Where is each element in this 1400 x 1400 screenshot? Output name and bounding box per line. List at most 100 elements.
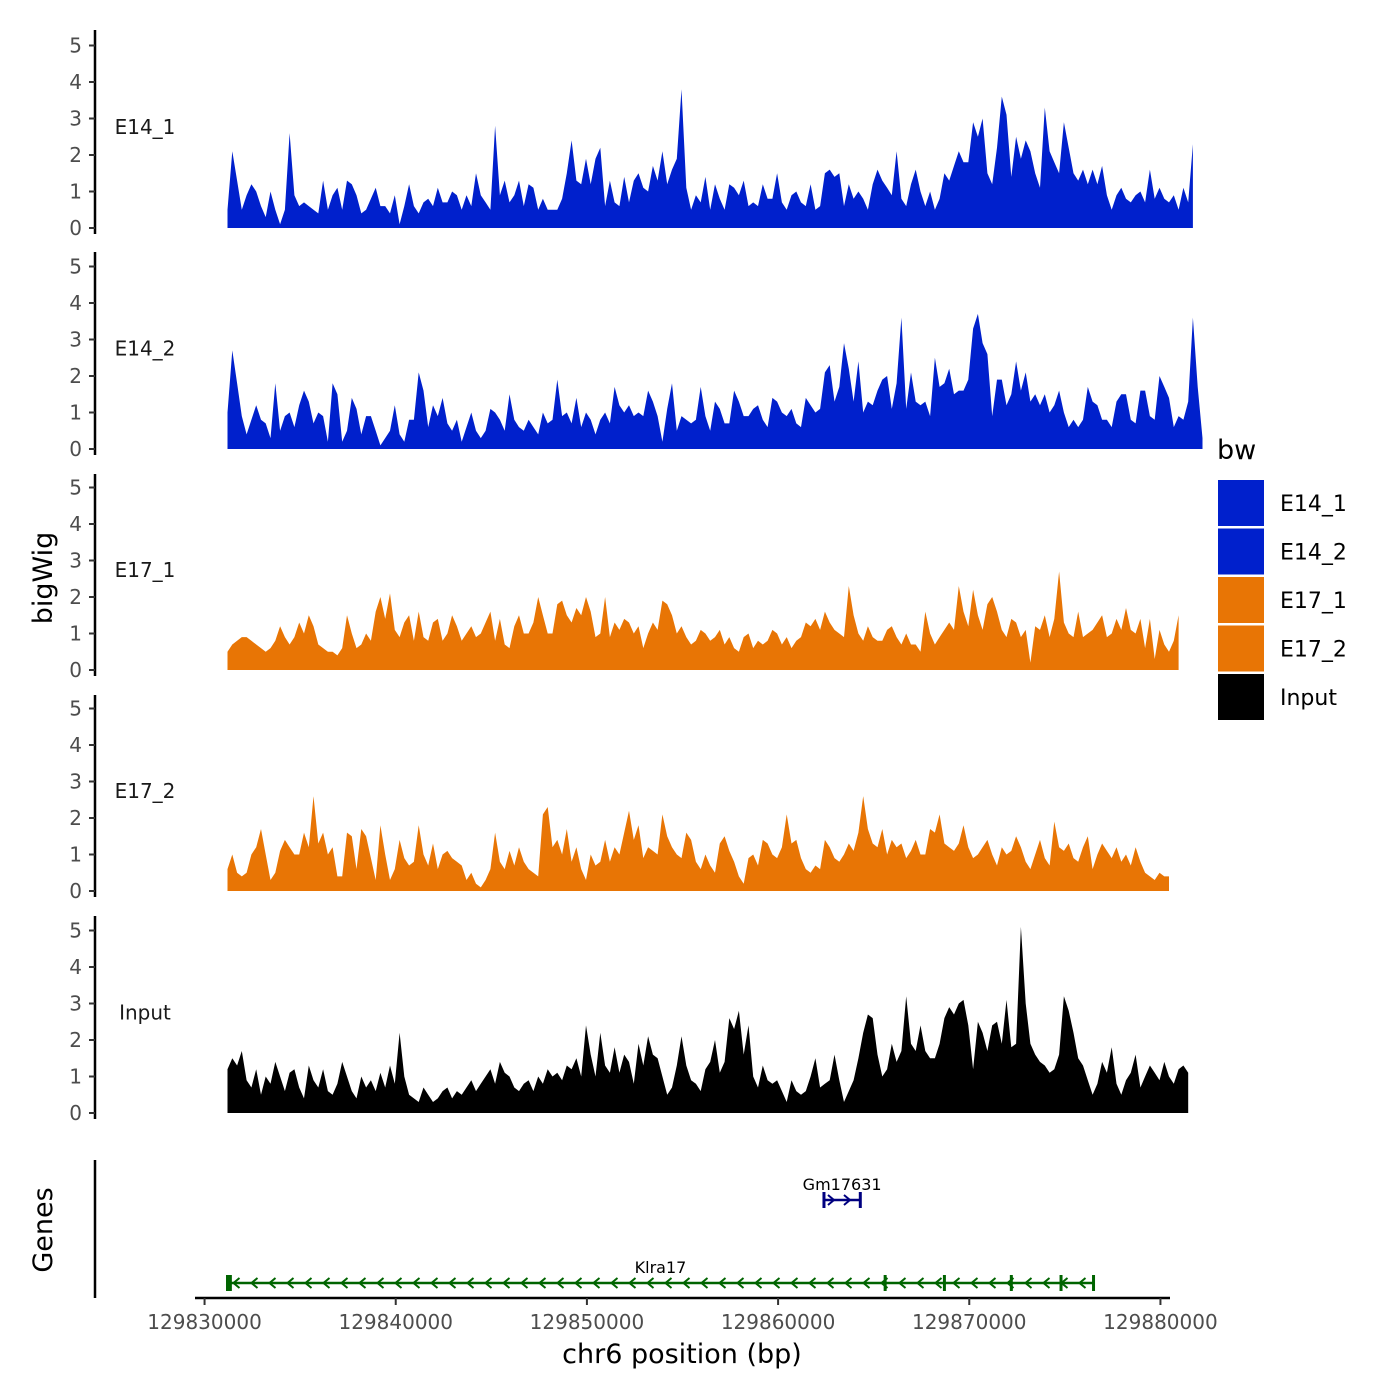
- track-e14-1: 0 1 2 3 4 5 E14_1: [69, 30, 1193, 240]
- strand-arrow: [861, 1277, 871, 1289]
- strand-arrow: [375, 1277, 385, 1289]
- y-tick-label: 1: [69, 180, 82, 204]
- legend-item-e17-1: E17_1: [1218, 577, 1347, 623]
- legend-item-input: Input: [1218, 674, 1337, 720]
- legend-swatch: [1218, 528, 1264, 575]
- signal-area-e14-1: [227, 89, 1193, 228]
- strand-arrow: [1023, 1277, 1033, 1289]
- y-tick-label: 1: [69, 1065, 82, 1089]
- strand-arrow: [735, 1277, 745, 1289]
- x-tick-label: 129870000: [912, 1310, 1027, 1334]
- strand-arrow: [339, 1277, 349, 1289]
- strand-arrow: [1041, 1277, 1051, 1289]
- strand-arrow: [321, 1277, 331, 1289]
- y-tick-label: 0: [69, 437, 82, 461]
- legend-item-e17-2: E17_2: [1218, 625, 1347, 672]
- legend-swatch: [1218, 480, 1264, 526]
- signal-area-e17-2: [227, 796, 1169, 891]
- gene-gm17631: Gm17631: [803, 1175, 882, 1208]
- y-tick-label: 5: [69, 255, 82, 279]
- track-e14-2: 0 1 2 3 4 5 E14_2: [69, 252, 1203, 461]
- y-tick-label: 2: [69, 806, 82, 830]
- strand-arrow: [969, 1277, 979, 1289]
- track-label: E17_1: [115, 558, 176, 582]
- signal-area-input: [227, 926, 1189, 1113]
- genes-axis-title: Genes: [28, 1187, 59, 1272]
- gene-label: Gm17631: [803, 1175, 882, 1194]
- y-tick-label: 2: [69, 364, 82, 388]
- strand-arrow: [609, 1277, 619, 1289]
- strand-arrow: [591, 1277, 601, 1289]
- x-axis-title: chr6 position (bp): [562, 1339, 802, 1370]
- x-tick-label: 129860000: [721, 1310, 836, 1334]
- legend-swatch: [1218, 577, 1264, 623]
- strand-arrow: [627, 1277, 637, 1289]
- y-tick-label: 4: [69, 955, 82, 979]
- strand-arrow: [843, 1277, 853, 1289]
- strand-arrow: [519, 1277, 529, 1289]
- gene-label: Klra17: [635, 1258, 687, 1277]
- strand-arrow: [825, 1277, 835, 1289]
- x-axis: 129830000 129840000 129850000 129860000 1298…: [147, 1296, 1218, 1334]
- legend-item-e14-1: E14_1: [1218, 480, 1347, 526]
- y-tick-label: 1: [69, 843, 82, 867]
- y-tick-label: 3: [69, 328, 82, 352]
- legend-label: E17_1: [1280, 589, 1347, 614]
- y-tick-label: 5: [69, 34, 82, 58]
- y-tick-label: 3: [69, 770, 82, 794]
- strand-arrow: [951, 1277, 961, 1289]
- strand-arrow: [267, 1277, 277, 1289]
- strand-arrow: [231, 1277, 241, 1289]
- y-tick-label: 2: [69, 585, 82, 609]
- strand-arrow: [249, 1277, 259, 1289]
- strand-arrow: [645, 1277, 655, 1289]
- y-tick-label: 3: [69, 992, 82, 1016]
- y-tick-label: 0: [69, 658, 82, 682]
- strand-arrow: [573, 1277, 583, 1289]
- x-tick-label: 129830000: [147, 1310, 262, 1334]
- strand-arrow: [285, 1277, 295, 1289]
- strand-arrow: [303, 1277, 313, 1289]
- strand-arrow: [393, 1277, 403, 1289]
- signal-area-e14-2: [227, 313, 1203, 449]
- track-e17-2: 0 1 2 3 4 5 E17_2: [69, 695, 1169, 903]
- strand-arrow: [933, 1277, 943, 1289]
- legend-label: E17_2: [1280, 638, 1347, 663]
- strand-arrow: [827, 1194, 836, 1206]
- y-tick-label: 5: [69, 919, 82, 943]
- signal-area-e17-1: [227, 571, 1179, 670]
- strand-arrow: [807, 1277, 817, 1289]
- y-tick-label: 4: [69, 291, 82, 315]
- y-tick-label: 0: [69, 216, 82, 240]
- track-input: 0 1 2 3 4 5 Input: [69, 916, 1189, 1125]
- track-label: E17_2: [115, 779, 176, 803]
- strand-arrow: [357, 1277, 367, 1289]
- strand-arrow: [447, 1277, 457, 1289]
- y-tick-label: 4: [69, 733, 82, 757]
- y-tick-label: 5: [69, 697, 82, 721]
- y-tick-label: 0: [69, 879, 82, 903]
- track-label: E14_2: [115, 337, 176, 361]
- legend-swatch: [1218, 674, 1264, 720]
- y-tick-label: 4: [69, 512, 82, 536]
- legend-title: bw: [1217, 435, 1256, 466]
- gene-klra17: Klra17: [226, 1258, 1096, 1291]
- legend-swatch: [1218, 625, 1264, 672]
- y-tick-label: 0: [69, 1101, 82, 1125]
- signal-tracks: 0 1 2 3 4 5 E14_1 0 1 2 3 4 5 E14_2 0 1 2 3 4 5 E17_1 0 1 2 3 4 5 E…: [69, 30, 1203, 1125]
- strand-arrow: [663, 1277, 673, 1289]
- strand-arrow: [753, 1277, 763, 1289]
- y-tick-label: 5: [69, 476, 82, 500]
- y-tick-label: 3: [69, 549, 82, 573]
- y-tick-label: 4: [69, 70, 82, 94]
- y-tick-label: 1: [69, 401, 82, 425]
- track-e17-1: 0 1 2 3 4 5 E17_1: [69, 474, 1179, 682]
- strand-arrow: [1077, 1277, 1087, 1289]
- strand-arrow: [771, 1277, 781, 1289]
- strand-arrow: [537, 1277, 547, 1289]
- y-tick-label: 1: [69, 622, 82, 646]
- strand-arrow: [555, 1277, 565, 1289]
- legend-label: E14_1: [1280, 492, 1347, 517]
- strand-arrow: [429, 1277, 439, 1289]
